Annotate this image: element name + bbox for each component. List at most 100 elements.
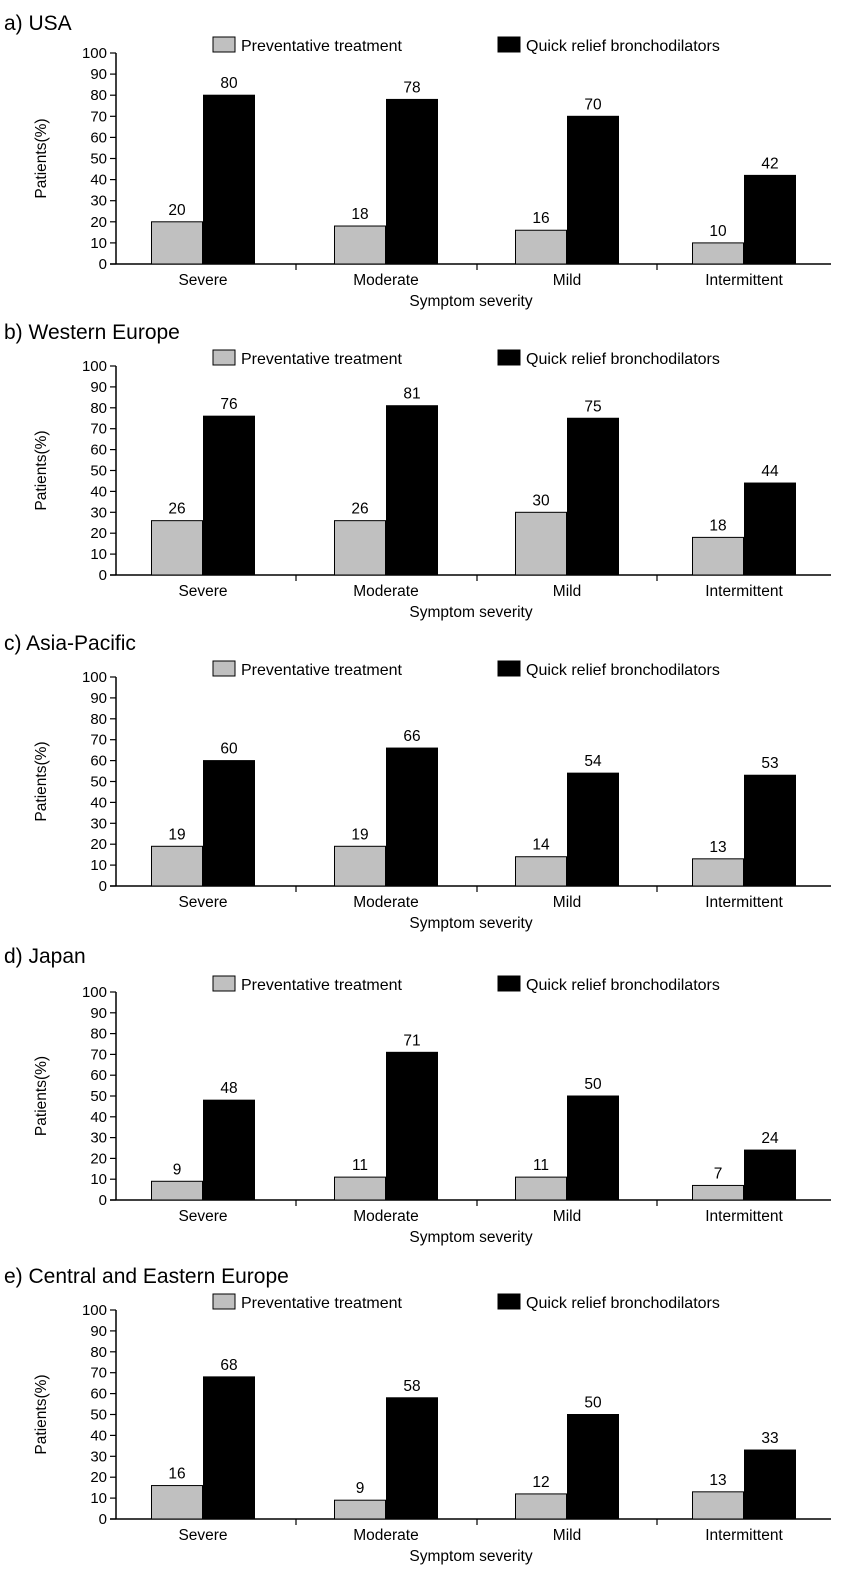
value-label: 81 [403, 386, 420, 403]
x-tick-label: Severe [178, 1208, 227, 1225]
bar-preventative-mild [515, 1493, 567, 1520]
value-label: 9 [173, 1161, 182, 1178]
x-tick-label: Mild [553, 1208, 581, 1225]
value-label: 76 [220, 396, 237, 413]
y-tick-label: 50 [90, 463, 107, 480]
value-label: 50 [584, 1076, 602, 1093]
legend-swatch-2 [497, 349, 521, 366]
x-tick-label: Mild [553, 583, 581, 600]
bar-preventative-severe [151, 1180, 203, 1201]
bar-preventative-moderate [334, 225, 386, 265]
bar-preventative-moderate [334, 1176, 386, 1201]
bar-preventative-intermittent [692, 536, 744, 576]
x-tick-label: Intermittent [705, 583, 783, 600]
y-tick-label: 0 [99, 1511, 107, 1528]
y-tick-label: 100 [82, 45, 107, 62]
y-tick-label: 0 [99, 878, 107, 895]
panel-title: b) Western Europe [4, 321, 180, 344]
y-tick-label: 70 [90, 1365, 107, 1382]
chart-panel-2: b) Western Europe Preventative treatment Q… [4, 321, 831, 621]
bar-preventative-intermittent [692, 1491, 744, 1520]
y-tick-label: 0 [99, 1192, 107, 1209]
y-axis-title: Patients(%) [33, 430, 50, 510]
x-tick-label: Severe [178, 272, 227, 289]
x-axis-title: Symptom severity [409, 1548, 532, 1565]
legend-swatch-2 [497, 1293, 521, 1310]
y-tick-label: 70 [90, 421, 107, 438]
legend-swatch-1 [212, 1293, 236, 1310]
x-axis-title: Symptom severity [409, 1229, 532, 1246]
bar-quick-relief-mild [567, 772, 619, 887]
bar-quick-relief-severe [203, 1099, 255, 1201]
value-label: 24 [761, 1130, 779, 1147]
x-tick-label: Moderate [353, 1208, 418, 1225]
bar-quick-relief-moderate [386, 1397, 438, 1520]
y-tick-label: 100 [82, 984, 107, 1001]
value-label: 13 [709, 839, 726, 856]
value-label: 13 [709, 1472, 726, 1489]
y-tick-label: 60 [90, 442, 107, 459]
x-tick-label: Intermittent [705, 1527, 783, 1544]
bar-preventative-moderate [334, 1499, 386, 1520]
panel-title: a) USA [4, 12, 72, 35]
x-tick-label: Mild [553, 894, 581, 911]
value-label: 50 [584, 1395, 602, 1412]
y-axis-title: Patients(%) [33, 1374, 50, 1454]
y-tick-label: 90 [90, 379, 107, 396]
legend: Preventative treatment Quick relief bronc… [212, 975, 720, 994]
y-tick-label: 100 [82, 358, 107, 375]
y-tick-label: 80 [90, 1344, 107, 1361]
y-tick-label: 20 [90, 1469, 107, 1486]
y-tick-label: 20 [90, 525, 107, 542]
x-axis-title: Symptom severity [409, 293, 532, 310]
value-label: 11 [352, 1157, 368, 1174]
y-tick-label: 40 [90, 483, 107, 500]
legend-label-1: Preventative treatment [241, 977, 403, 994]
legend-swatch-2 [497, 36, 521, 53]
y-axis-title: Patients(%) [33, 118, 50, 198]
y-tick-label: 90 [90, 1005, 107, 1022]
value-label: 19 [168, 826, 185, 843]
value-label: 7 [714, 1165, 723, 1182]
x-tick-label: Severe [178, 1527, 227, 1544]
y-tick-label: 60 [90, 129, 107, 146]
x-axis-title: Symptom severity [409, 915, 532, 932]
y-tick-label: 70 [90, 1046, 107, 1063]
x-tick-label: Severe [178, 583, 227, 600]
bar-preventative-mild [515, 856, 567, 887]
y-tick-label: 0 [99, 256, 107, 273]
bar-quick-relief-severe [203, 760, 255, 887]
bar-preventative-severe [151, 221, 203, 265]
value-label: 54 [584, 753, 602, 770]
y-tick-label: 0 [99, 567, 107, 584]
value-label: 44 [761, 463, 779, 480]
bar-preventative-severe [151, 1485, 203, 1520]
value-label: 26 [351, 501, 368, 518]
y-tick-label: 80 [90, 400, 107, 417]
y-tick-label: 20 [90, 1150, 107, 1167]
y-tick-label: 80 [90, 1026, 107, 1043]
bar-preventative-severe [151, 520, 203, 576]
x-tick-label: Intermittent [705, 272, 783, 289]
y-tick-label: 100 [82, 1302, 107, 1319]
y-tick-label: 10 [90, 235, 107, 252]
x-tick-label: Moderate [353, 894, 418, 911]
value-label: 42 [761, 155, 778, 172]
bar-preventative-mild [515, 229, 567, 265]
x-tick-label: Mild [553, 1527, 581, 1544]
panel-title: c) Asia-Pacific [4, 632, 136, 655]
y-tick-label: 80 [90, 87, 107, 104]
y-tick-label: 90 [90, 690, 107, 707]
value-label: 18 [709, 517, 726, 534]
y-tick-label: 30 [90, 1448, 107, 1465]
legend-swatch-2 [497, 660, 521, 677]
value-label: 78 [403, 79, 420, 96]
y-tick-label: 10 [90, 857, 107, 874]
y-tick-label: 40 [90, 794, 107, 811]
bar-quick-relief-mild [567, 1095, 619, 1201]
y-tick-label: 70 [90, 108, 107, 125]
value-label: 16 [532, 210, 549, 227]
chart-panel-5: e) Central and Eastern Europe Preventativ… [4, 1265, 831, 1565]
panel-title: e) Central and Eastern Europe [4, 1265, 289, 1288]
